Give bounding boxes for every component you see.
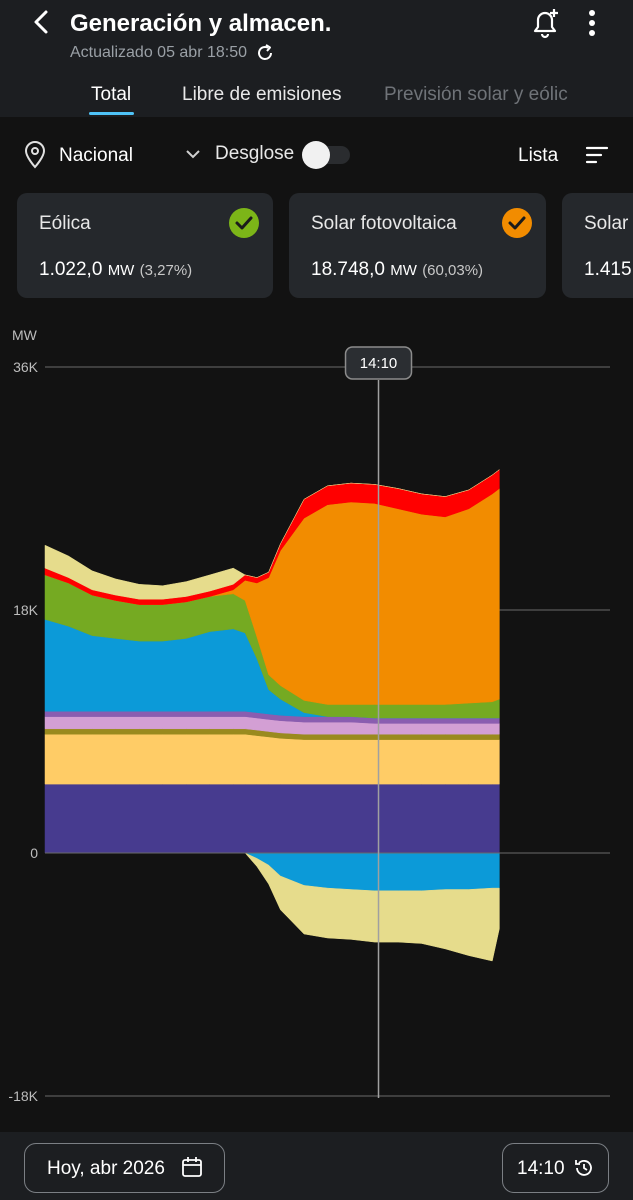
calendar-icon bbox=[182, 1157, 202, 1177]
y-axis-label: MW bbox=[12, 327, 38, 343]
time-cursor-label: 14:10 bbox=[360, 355, 398, 372]
add-alert-icon[interactable] bbox=[528, 6, 562, 40]
time-picker-button[interactable]: 14:10 bbox=[502, 1143, 609, 1193]
y-tick-label: 18K bbox=[13, 602, 39, 618]
bottom-bar: Hoy, abr 2026 14:10 bbox=[0, 1132, 633, 1200]
date-picker-button[interactable]: Hoy, abr 2026 bbox=[24, 1143, 225, 1193]
date-label: Hoy, abr 2026 bbox=[47, 1158, 165, 1179]
updated-label: Actualizado 05 abr 18:50 bbox=[70, 44, 248, 61]
source-name: Eólica bbox=[39, 213, 91, 234]
history-icon bbox=[575, 1160, 592, 1176]
app-bar: Generación y almacen. Actualizado 05 abr… bbox=[0, 0, 633, 117]
breakdown-label: Desglose bbox=[215, 143, 295, 164]
filter-bar: Nacional Desglose Lista bbox=[0, 135, 633, 175]
toggle-thumb bbox=[302, 141, 330, 169]
source-value: 1.022,0 MW (3,27%) bbox=[39, 259, 192, 281]
source-value: 1.415, bbox=[584, 259, 633, 281]
area-series-9 bbox=[44, 469, 500, 600]
source-value-number: 18.748,0 bbox=[311, 259, 385, 280]
tab-total[interactable]: Total bbox=[91, 84, 132, 105]
source-unit: MW bbox=[107, 262, 135, 279]
y-tick-label: 36K bbox=[13, 359, 39, 375]
breakdown-toggle[interactable] bbox=[302, 141, 350, 169]
time-cursor-badge bbox=[344, 346, 413, 380]
source-unit: MW bbox=[390, 262, 417, 279]
source-value-number: 1.022,0 bbox=[39, 259, 103, 280]
tab-libre-de-emisiones[interactable]: Libre de emisiones bbox=[182, 84, 342, 105]
time-label: 14:10 bbox=[517, 1158, 565, 1179]
page-title: Generación y almacen. bbox=[70, 10, 332, 37]
source-value: 18.748,0 MW (60,03%) bbox=[311, 259, 483, 281]
source-card-solar-termica[interactable]: Solar 1.415, bbox=[562, 193, 633, 298]
chevron-down-icon[interactable] bbox=[184, 145, 202, 163]
tab-prevision-solar-eolica[interactable]: Previsión solar y eólic bbox=[384, 84, 568, 105]
check-circle-icon[interactable] bbox=[502, 208, 532, 238]
generation-stacked-area-chart[interactable]: MW36K18K0-18K00:0006:0012:0018:0024:0014… bbox=[0, 320, 633, 1120]
area-series-0 bbox=[44, 783, 500, 854]
location-pin-icon bbox=[24, 141, 46, 169]
region-selector[interactable]: Nacional bbox=[59, 145, 133, 166]
source-value-number: 1.415, bbox=[584, 259, 633, 280]
source-percent: (3,27%) bbox=[139, 262, 193, 279]
more-options-icon[interactable] bbox=[578, 8, 606, 38]
back-arrow-icon[interactable] bbox=[28, 8, 56, 36]
source-card-eolica[interactable]: Eólica 1.022,0 MW (3,27%) bbox=[17, 193, 273, 298]
source-name: Solar fotovoltaica bbox=[311, 213, 457, 234]
check-circle-icon[interactable] bbox=[229, 208, 259, 238]
list-view-button[interactable]: Lista bbox=[518, 145, 559, 166]
sort-icon[interactable] bbox=[585, 143, 609, 167]
updated-timestamp: Actualizado 05 abr 18:50 bbox=[70, 43, 275, 63]
source-percent: (60,03%) bbox=[422, 262, 484, 279]
area-series-1 bbox=[44, 733, 500, 785]
y-tick-label: -18K bbox=[8, 1088, 38, 1104]
y-tick-label: 0 bbox=[30, 845, 38, 861]
source-card-solar-fotovoltaica[interactable]: Solar fotovoltaica 18.748,0 MW (60,03%) bbox=[289, 193, 546, 298]
refresh-icon[interactable] bbox=[255, 43, 275, 63]
source-name: Solar bbox=[584, 213, 629, 234]
active-tab-indicator bbox=[89, 112, 134, 115]
